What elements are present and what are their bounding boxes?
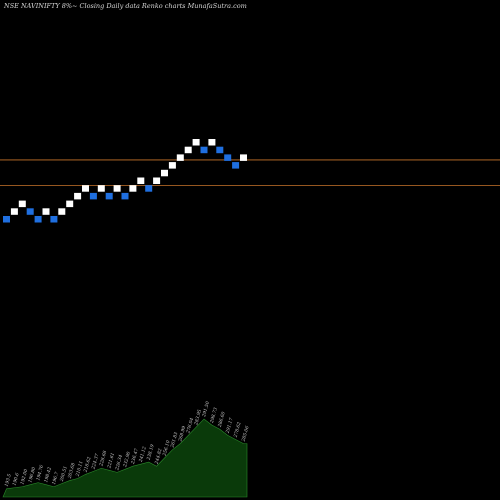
volume-label-10: 218.62 — [82, 456, 92, 474]
volume-label-22: 268.99 — [177, 425, 187, 443]
volume-label-30: 285.06 — [240, 425, 250, 443]
renko-brick-18-down — [145, 185, 153, 192]
volume-fill — [2, 418, 248, 498]
volume-label-24: 283.95 — [193, 409, 203, 427]
volume-label-14: 226.34 — [114, 454, 124, 472]
reference-lines — [0, 159, 500, 186]
renko-brick-26-up — [208, 139, 216, 146]
volume-label-29: 278.62 — [232, 421, 242, 439]
renko-brick-20-up — [161, 169, 168, 177]
volume-label-4: 194.76 — [35, 464, 45, 481]
volume-label-18: 238.19 — [146, 444, 156, 462]
renko-brick-28-down — [224, 154, 232, 161]
volume-label-28: 291.17 — [225, 417, 235, 435]
renko-brick-11-down — [89, 192, 97, 200]
renko-brick-7-up — [58, 208, 66, 215]
renko-brick-4-down — [34, 216, 42, 223]
volume-label-13: 221.61 — [106, 452, 116, 470]
volume-label-16: 236.47 — [130, 448, 140, 466]
renko-brick-19-up — [153, 177, 161, 184]
volume-label-20: 256.10 — [161, 440, 171, 458]
renko-brick-0-down — [3, 216, 10, 223]
renko-brick-22-up — [176, 154, 184, 161]
volume-label-8: 203.68 — [67, 462, 77, 480]
volume-label-21: 261.83 — [169, 431, 179, 449]
renko-brick-15-down — [121, 192, 129, 200]
volume-label-27: 286.60 — [217, 411, 227, 429]
volume-area — [2, 418, 248, 498]
renko-brick-21-up — [168, 162, 176, 169]
chart-title: NSE NAVINIFTY 8%~ Closing Daily data Ren… — [4, 2, 247, 10]
renko-brick-16-up — [129, 185, 137, 192]
renko-brick-13-down — [105, 192, 113, 200]
renko-brick-12-up — [97, 185, 105, 192]
volume-label-5: 198.42 — [43, 466, 53, 483]
renko-brick-24-up — [192, 139, 200, 146]
renko-brick-6-down — [50, 216, 58, 223]
volume-label-25: 291.50 — [201, 401, 211, 419]
renko-brick-9-up — [74, 192, 82, 200]
renko-brick-8-up — [66, 200, 74, 208]
volume-label-17: 241.12 — [138, 446, 148, 464]
volume-label-15: 232.90 — [122, 451, 132, 469]
renko-bricks — [3, 139, 247, 223]
renko-brick-1-up — [10, 208, 18, 215]
volume-label-6: 196.7 — [51, 471, 60, 485]
volume-label-19: 244.82 — [153, 448, 163, 466]
volume-label-26: 298.73 — [209, 407, 219, 425]
renko-brick-10-up — [82, 185, 89, 192]
volume-label-1: 190.6 — [12, 472, 21, 486]
volume-label-23: 276.04 — [185, 417, 195, 435]
volume-label-3: 196.80 — [27, 466, 37, 483]
volume-label-11: 224.37 — [90, 453, 100, 471]
volume-label-0: 193.5 — [4, 473, 13, 487]
volume-label-12: 228.68 — [98, 450, 108, 468]
renko-brick-27-down — [216, 146, 224, 154]
renko-brick-23-up — [184, 146, 192, 154]
renko-brick-25-down — [200, 146, 208, 154]
volume-label-2: 192.00 — [19, 468, 29, 485]
renko-brick-5-up — [42, 208, 50, 215]
renko-brick-17-up — [137, 177, 145, 184]
volume-label-7: 200.51 — [59, 465, 69, 483]
renko-brick-30-up — [240, 154, 247, 161]
renko-brick-14-up — [113, 185, 121, 192]
renko-brick-3-down — [26, 208, 34, 215]
renko-brick-29-down — [232, 162, 240, 169]
volume-label-9: 210.11 — [74, 460, 84, 478]
renko-brick-2-up — [18, 200, 26, 208]
